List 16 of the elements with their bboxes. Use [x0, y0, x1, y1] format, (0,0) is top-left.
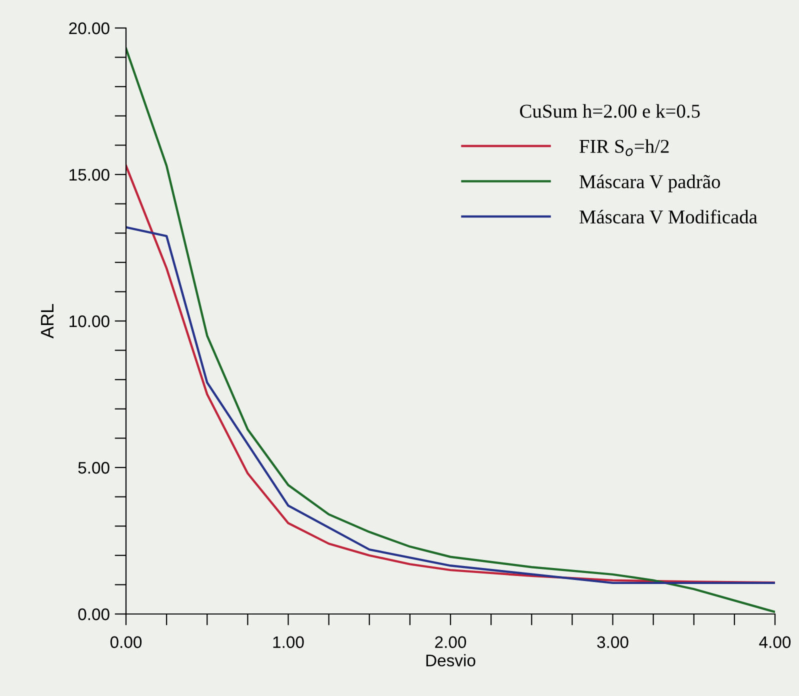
legend-title: CuSum h=2.00 e k=0.5 [520, 104, 700, 118]
y-tick-label: 15.00 [70, 168, 110, 181]
x-tick-label: 0.00 [110, 636, 142, 648]
y-tick-label: 0.00 [78, 608, 110, 620]
y-tick-label: 20.00 [69, 22, 110, 34]
y-axis-title: ARL [41, 304, 54, 339]
x-axis-title: Desvio [426, 654, 476, 666]
legend-label: FIR S$_{o}$=h/2 [579, 139, 669, 156]
x-tick-label: 3.00 [597, 636, 628, 648]
x-tick-label: 4.00 [759, 636, 791, 648]
legend-label: Máscara V Modificada [579, 210, 758, 224]
y-tick-label: 10.00 [70, 315, 110, 328]
x-tick-label: 2.00 [435, 636, 466, 648]
legend-label: Máscara V padrão [579, 174, 720, 192]
y-tick-label: 5.00 [78, 462, 110, 474]
x-tick-label: 1.00 [273, 636, 304, 648]
